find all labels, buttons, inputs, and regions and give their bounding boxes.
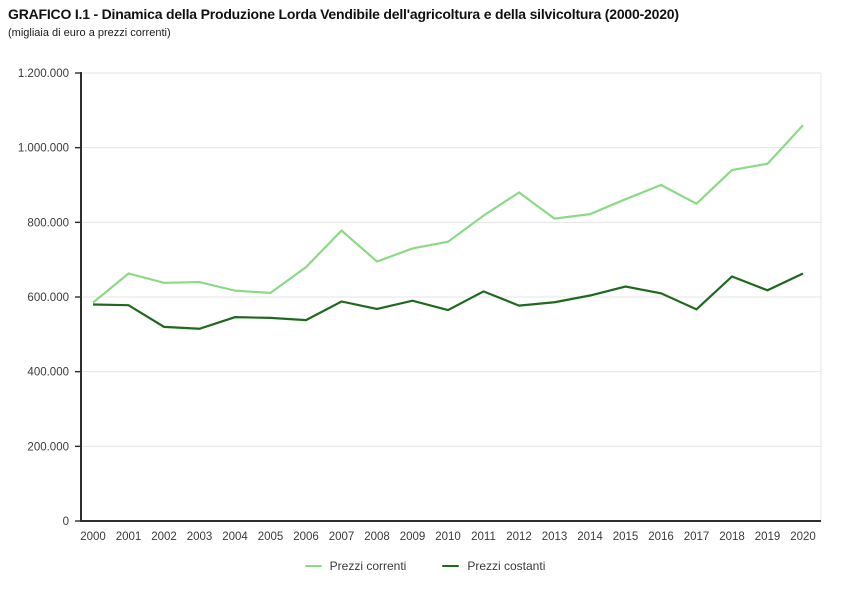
y-axis-tick-label: 400.000 (27, 367, 69, 379)
x-axis-tick-label: 2015 (613, 531, 639, 543)
legend-label: Prezzi costanti (467, 559, 546, 573)
x-axis-tick-label: 2020 (790, 531, 816, 543)
y-axis-tick-label: 1.000.000 (18, 143, 69, 155)
x-axis-tick-label: 2001 (116, 531, 142, 543)
x-axis-tick-label: 2017 (684, 531, 710, 543)
legend-item-prezzi-costanti: Prezzi costanti (442, 559, 545, 573)
series-line-prezzi-costanti (92, 272, 804, 330)
legend-item-prezzi-correnti: Prezzi correnti (304, 559, 407, 573)
y-axis-tick-label: 200.000 (27, 441, 69, 453)
x-axis-tick-label: 2003 (187, 531, 213, 543)
x-axis-tick-label: 2002 (151, 531, 177, 543)
chart-title: GRAFICO I.1 - Dinamica della Produzione … (8, 6, 679, 22)
legend-swatch (304, 565, 322, 567)
x-axis-tick-label: 2012 (506, 531, 532, 543)
x-axis-tick-label: 2007 (329, 531, 355, 543)
x-axis-tick-label: 2004 (222, 531, 248, 543)
legend-label: Prezzi correnti (329, 559, 407, 573)
y-axis-tick-label: 600.000 (27, 292, 69, 304)
x-axis-tick-label: 2019 (755, 531, 781, 543)
x-axis-tick-label: 2000 (80, 531, 106, 543)
x-axis-tick-label: 2006 (293, 531, 319, 543)
y-axis-tick-label: 0 (63, 516, 69, 528)
chart-legend: Prezzi correnti Prezzi costanti (0, 559, 850, 573)
x-axis-tick-label: 2016 (648, 531, 674, 543)
legend-swatch (442, 565, 460, 567)
y-axis-tick-label: 800.000 (27, 217, 69, 229)
y-axis-tick-label: 1.200.000 (18, 68, 69, 80)
x-axis-tick-label: 2014 (577, 531, 603, 543)
chart-subtitle: (migliaia di euro a prezzi correnti) (8, 27, 171, 39)
x-axis-tick-label: 2009 (400, 531, 426, 543)
x-axis-tick-label: 2011 (471, 531, 496, 543)
x-axis-tick-label: 2013 (542, 531, 568, 543)
x-axis-tick-label: 2008 (364, 531, 390, 543)
x-axis-tick-label: 2010 (435, 531, 461, 543)
series-line-prezzi-correnti (92, 124, 804, 304)
x-axis-tick-label: 2005 (258, 531, 284, 543)
x-axis-tick-label: 2018 (719, 531, 745, 543)
